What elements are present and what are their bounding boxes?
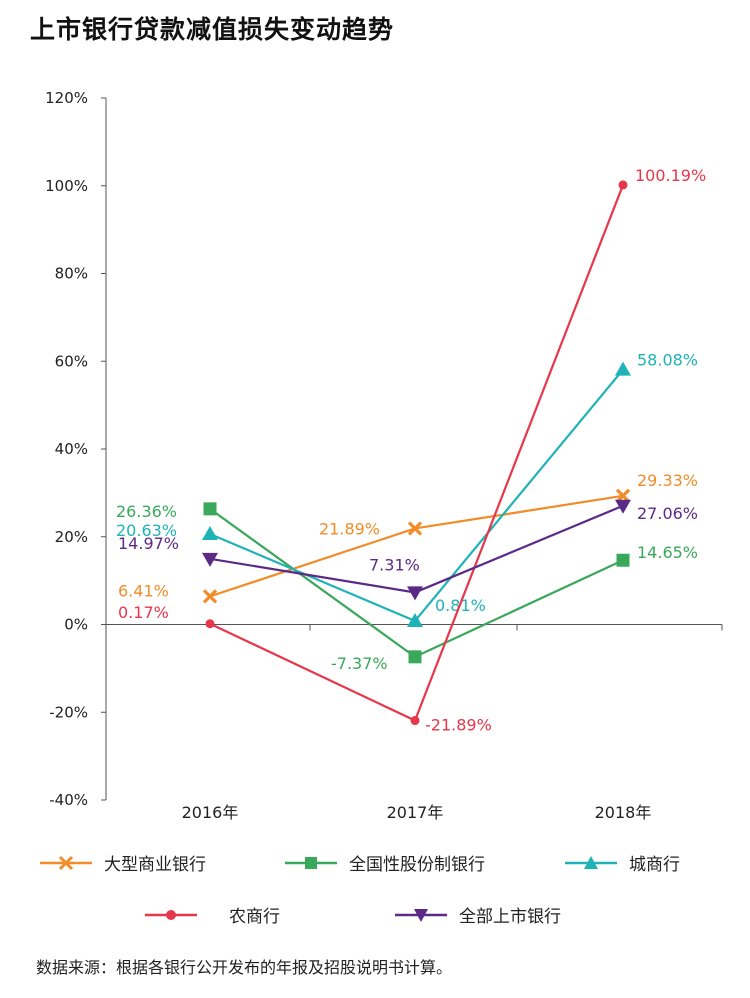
triangle-down-marker (202, 552, 218, 567)
legend-label: 全国性股份制银行 (349, 855, 485, 875)
square-marker (408, 650, 422, 664)
data-label: 7.31% (369, 555, 420, 574)
triangle-marker (615, 361, 631, 376)
square-marker (616, 553, 630, 567)
x-tick-label: 2017年 (387, 803, 444, 822)
legend-label: 大型商业银行 (104, 855, 206, 875)
legend-label: 城商行 (629, 855, 680, 875)
chart-title: 上市银行贷款减值损失变动趋势 (30, 15, 395, 44)
y-tick-label: 40% (55, 440, 88, 458)
y-tick-label: 120% (45, 89, 88, 107)
triangle-marker (407, 612, 423, 627)
line-chart: -40% -20% 0% 20% 40% 60% 80% 100% 120% 2016年 2017年… (45, 89, 723, 822)
legend-label: 农商行 (229, 907, 280, 927)
y-tick-label: 100% (45, 177, 88, 195)
x-tick-label: 2018年 (595, 803, 652, 822)
triangle-down-marker (407, 586, 423, 601)
legend-label: 全部上市银行 (459, 907, 561, 927)
y-tick-label: 60% (55, 352, 88, 370)
legend-marker-triangle-icon (565, 855, 617, 869)
series-line (209, 184, 625, 723)
circle-marker (410, 716, 420, 726)
triangle-down-marker (615, 499, 631, 514)
legend-item-large-banks: 大型商业银行 (40, 850, 206, 875)
x-marker (407, 521, 423, 536)
series-line (209, 504, 624, 594)
legend-item-rural-banks: 农商行 (145, 902, 280, 927)
square-marker (203, 502, 217, 516)
data-label: 27.06% (637, 504, 698, 523)
series-line (209, 494, 624, 598)
x-marker (202, 589, 218, 604)
circle-marker (205, 619, 215, 629)
source-note: 数据来源：根据各银行公开发布的年报及招股说明书计算。 (36, 958, 453, 977)
data-label: 6.41% (118, 581, 169, 600)
y-tick-label: 80% (55, 265, 88, 283)
legend-item-all-listed-banks: 全部上市银行 (395, 902, 561, 927)
data-label: 100.19% (635, 166, 706, 185)
legend: 大型商业银行 全国性股份制银行 城商行 农商行 全部上市银行 (0, 840, 750, 930)
y-tick-label: 20% (55, 528, 88, 546)
data-label: -7.37% (331, 654, 388, 673)
data-label: 21.89% (319, 519, 380, 538)
data-label: -21.89% (425, 716, 492, 735)
data-label: 26.36% (116, 502, 177, 521)
legend-marker-x-icon (40, 855, 92, 870)
data-label: 20.63% (116, 521, 177, 540)
circle-marker (618, 180, 628, 190)
data-label: 29.33% (637, 471, 698, 490)
data-label: 58.08% (637, 351, 698, 370)
y-tick-label: 0% (64, 616, 88, 634)
triangle-marker (202, 525, 218, 540)
x-tick-label: 2016年 (182, 803, 239, 822)
y-tick-label: -40% (49, 791, 88, 809)
legend-marker-square-icon (285, 856, 337, 869)
y-tick-label: -20% (49, 703, 88, 721)
series-line (209, 368, 624, 623)
legend-item-joint-stock-banks: 全国性股份制银行 (285, 850, 485, 875)
legend-marker-triangle-down-icon (395, 908, 447, 922)
data-label: 0.17% (118, 603, 169, 622)
legend-item-city-banks: 城商行 (565, 850, 680, 875)
data-label: 14.97% (118, 534, 179, 553)
legend-marker-circle-icon (145, 909, 197, 920)
data-label: 14.65% (637, 543, 698, 562)
